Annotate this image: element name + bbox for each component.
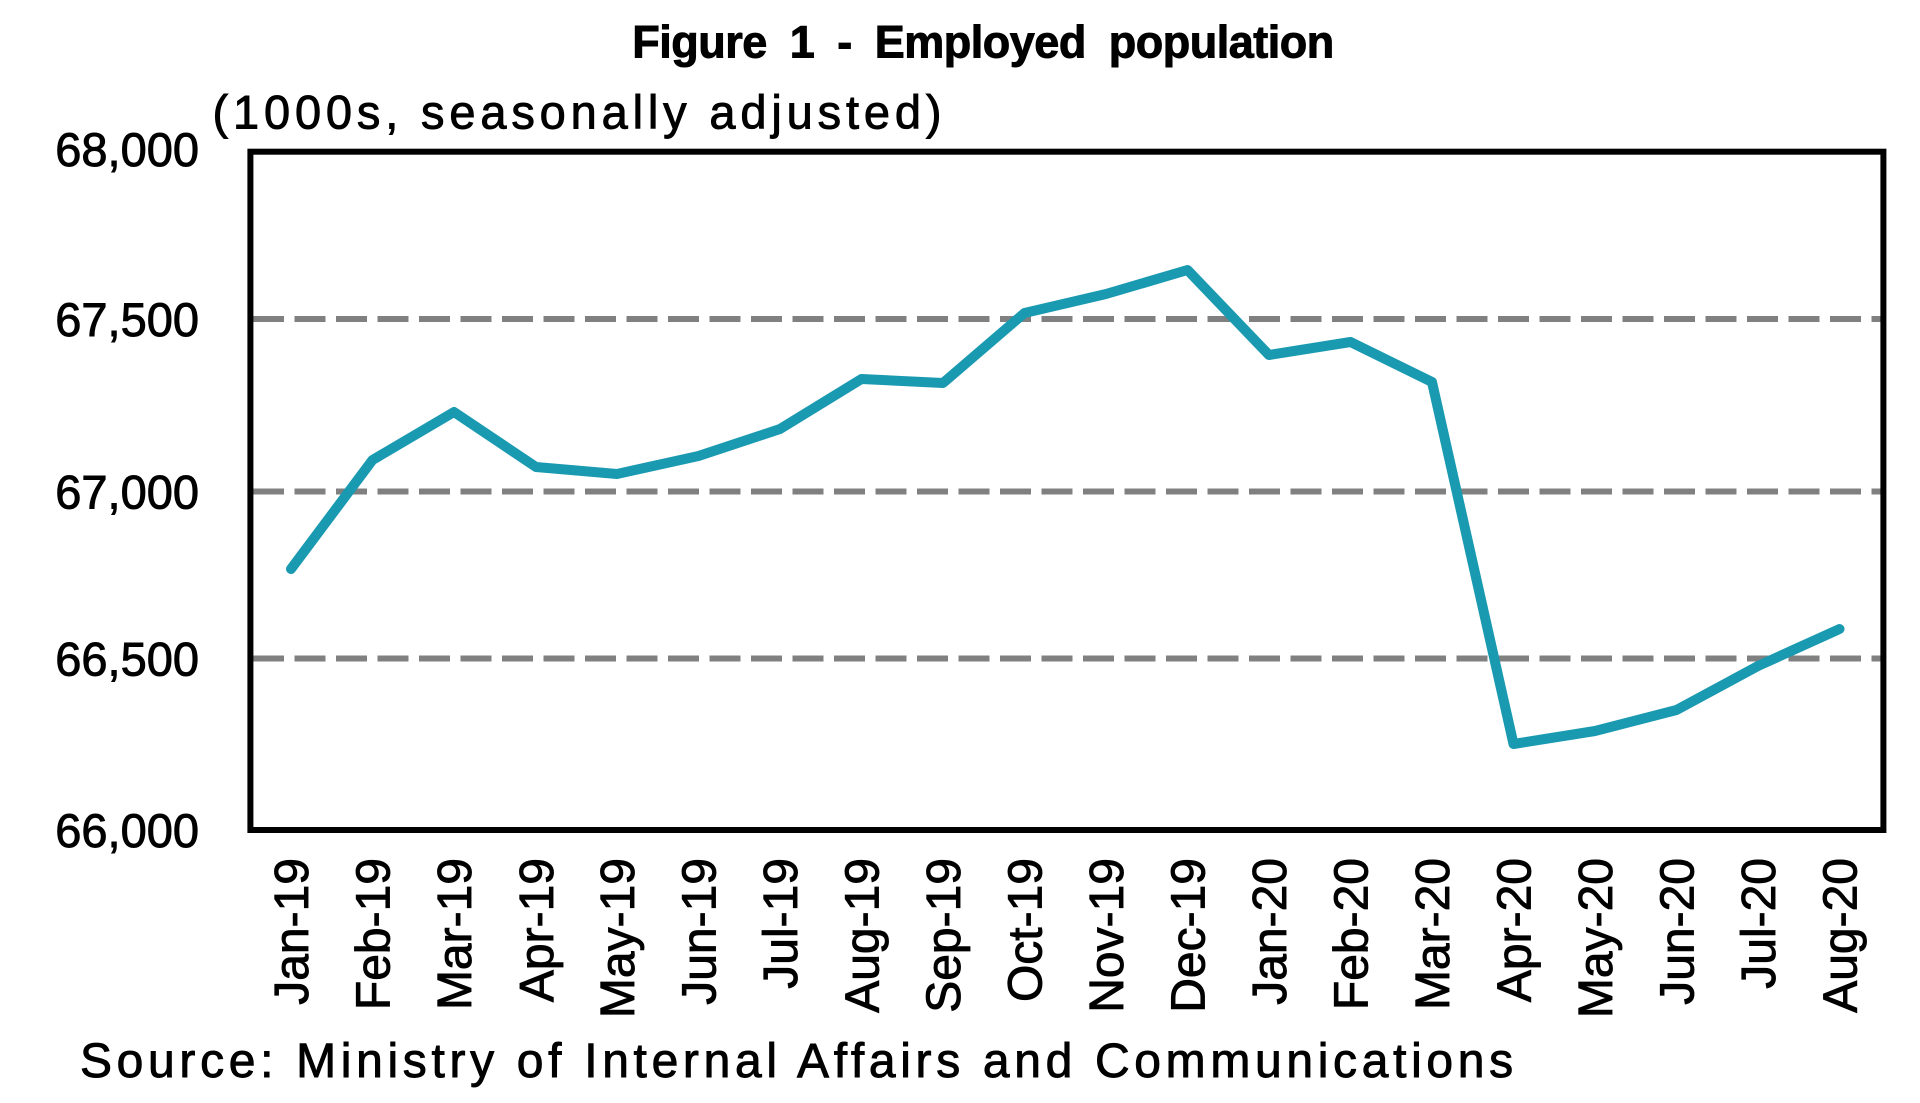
svg-text:Jun-19: Jun-19 [674,858,727,1005]
svg-text:67,000: 67,000 [55,465,199,518]
svg-text:Apr-20: Apr-20 [1489,858,1542,1002]
svg-text:Oct-19: Oct-19 [1000,858,1053,1002]
svg-text:May-20: May-20 [1570,858,1623,1018]
svg-text:Apr-19: Apr-19 [511,858,564,1002]
svg-text:Source: Ministry of Internal A: Source: Ministry of Internal Affairs and… [80,1035,1518,1088]
svg-text:Figure 1 - Employed population: Figure 1 - Employed population [632,17,1334,68]
svg-text:67,500: 67,500 [55,293,199,346]
svg-text:Aug-19: Aug-19 [837,858,890,1013]
svg-text:Mar-20: Mar-20 [1407,858,1460,1010]
svg-text:66,000: 66,000 [55,804,199,857]
svg-text:Mar-19: Mar-19 [429,858,482,1010]
svg-text:Feb-19: Feb-19 [348,858,401,1010]
svg-text:Feb-20: Feb-20 [1326,858,1379,1010]
svg-text:66,500: 66,500 [55,632,199,685]
svg-text:(1000s, seasonally adjusted): (1000s, seasonally adjusted) [213,86,947,139]
svg-text:68,000: 68,000 [55,123,199,176]
svg-text:May-19: May-19 [592,858,645,1018]
svg-text:Dec-19: Dec-19 [1163,858,1216,1013]
svg-text:Jan-19: Jan-19 [266,858,319,1005]
svg-text:Nov-19: Nov-19 [1081,858,1134,1013]
svg-text:Aug-20: Aug-20 [1815,858,1868,1013]
svg-text:Jul-20: Jul-20 [1733,858,1786,989]
svg-text:Jul-19: Jul-19 [755,858,808,989]
svg-text:Sep-19: Sep-19 [918,858,971,1013]
svg-text:Jan-20: Jan-20 [1244,858,1297,1005]
svg-text:Jun-20: Jun-20 [1652,858,1705,1005]
